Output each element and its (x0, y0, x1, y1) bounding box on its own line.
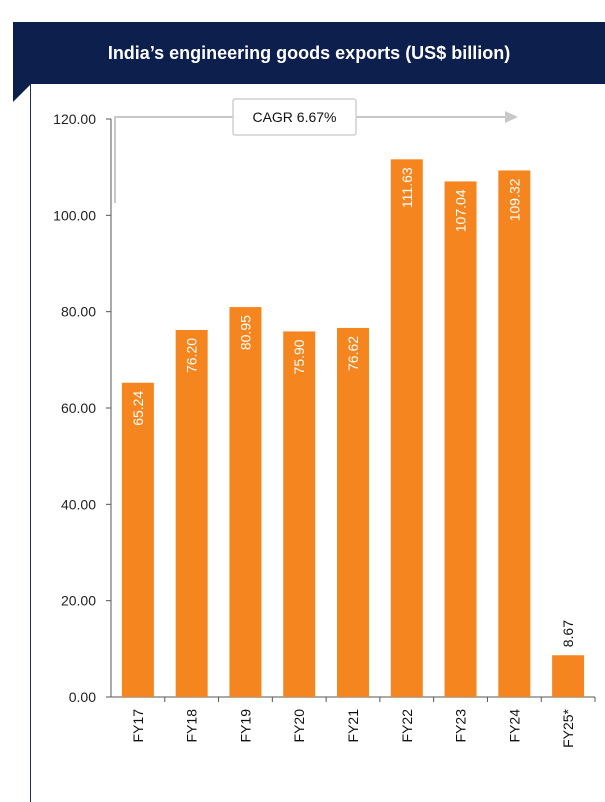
cagr-annotation: CAGR 6.67% (114, 98, 518, 203)
bar (390, 159, 423, 698)
y-tick-label: 20.00 (61, 593, 96, 609)
x-tick-label: FY17 (130, 709, 146, 743)
x-tick-label: FY25* (560, 708, 576, 747)
data-label: 107.04 (453, 189, 469, 232)
cagr-arrow-head (505, 111, 518, 123)
bar (498, 170, 531, 697)
bar (121, 382, 154, 697)
y-tick-label: 0.00 (69, 689, 96, 705)
bar (283, 331, 316, 697)
y-tick-label: 60.00 (61, 400, 96, 416)
y-tick-label: 100.00 (53, 207, 96, 223)
data-label: 76.20 (184, 338, 200, 373)
bar (175, 329, 208, 697)
left-border (30, 84, 31, 802)
y-tick-label: 120.00 (53, 111, 96, 127)
data-label: 65.24 (130, 391, 146, 426)
x-tick-label: FY22 (399, 709, 415, 743)
data-label: 80.95 (237, 315, 253, 350)
y-tick-label: 40.00 (61, 496, 96, 512)
data-label: 111.63 (399, 167, 415, 208)
data-label: 109.32 (506, 178, 522, 221)
bars-layer: FY17 65.24 FY18 76.20 FY19 80.95 FY20 75.90 FY21… (121, 159, 585, 748)
x-tick-label: FY19 (237, 709, 253, 743)
data-label: 76.62 (345, 336, 361, 371)
y-tick-label: 80.00 (61, 304, 96, 320)
x-tick-label: FY20 (291, 709, 307, 743)
x-tick-label: FY18 (184, 709, 200, 743)
cagr-arrow-line (114, 116, 513, 203)
x-tick-label: FY23 (453, 709, 469, 743)
chart-header: India’s engineering goods exports (US$ b… (13, 22, 605, 84)
x-tick-label: FY21 (345, 709, 361, 743)
bar (444, 181, 477, 697)
data-label: 75.90 (291, 339, 307, 374)
axis-layer: 0.00 20.00 40.00 60.00 80.00 100.00 120.00 (53, 111, 596, 705)
bar (552, 655, 585, 697)
header-notch (13, 84, 31, 102)
data-label: 8.67 (560, 620, 576, 647)
bar (337, 327, 369, 697)
bar (229, 307, 262, 697)
x-tick-label: FY24 (506, 709, 522, 743)
cagr-label: CAGR 6.67% (252, 109, 336, 125)
chart-title: India’s engineering goods exports (US$ b… (107, 42, 511, 63)
cagr-box (232, 98, 357, 136)
